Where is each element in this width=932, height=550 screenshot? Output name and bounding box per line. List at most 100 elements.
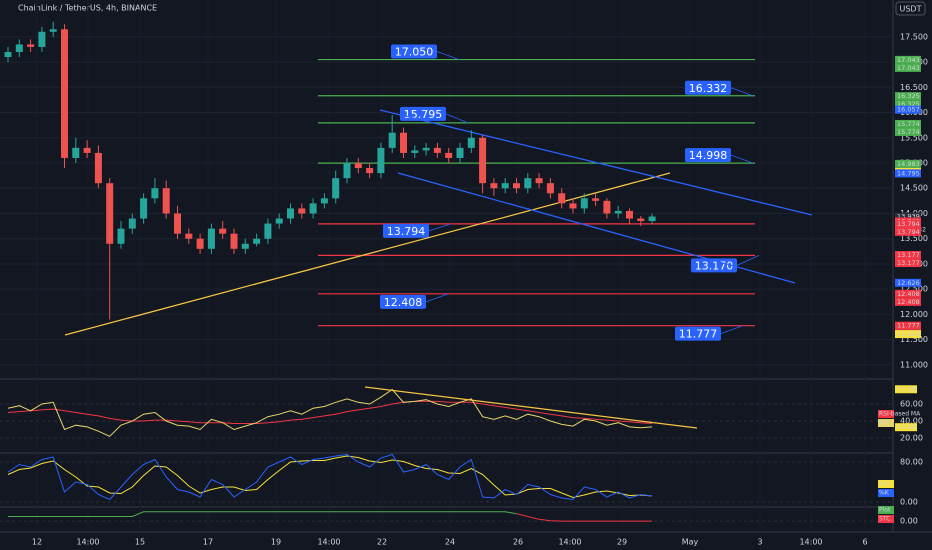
legend-box — [878, 410, 894, 418]
candle-body — [648, 216, 656, 222]
candle-body — [614, 210, 622, 214]
candle-body — [546, 183, 554, 194]
candle-body — [445, 152, 453, 158]
x-tick-label: 29 — [617, 538, 627, 547]
price-label: 15.774 — [897, 128, 920, 136]
level-label: 16.332 — [689, 82, 728, 95]
candle-body — [501, 183, 509, 189]
indicator-tick-label: 80.00 — [900, 458, 923, 467]
price-label-bg — [895, 159, 921, 168]
candle-body — [354, 163, 362, 169]
x-tick-label: 22 — [377, 538, 387, 547]
candle-body — [185, 233, 193, 239]
candle-body — [49, 29, 57, 32]
price-label: 13.177 — [897, 259, 920, 267]
candle-body — [151, 188, 159, 199]
candle-body — [15, 44, 23, 52]
price-label: 15.774 — [897, 120, 920, 128]
price-label-bg — [895, 119, 921, 128]
y-tick-label: 14.500 — [900, 184, 928, 193]
indicator-value: 32.68 — [897, 423, 916, 431]
price-label: 11.777 — [897, 322, 920, 330]
indicator-value-bg — [895, 423, 917, 432]
x-tick-label: 14:00 — [317, 538, 340, 547]
candle-body — [83, 147, 91, 153]
legend-label: STC — [879, 516, 890, 523]
price-label: 13.939 — [897, 213, 920, 221]
price-label: 13.794 — [897, 228, 920, 236]
candle-body — [637, 218, 645, 222]
y-tick-label: 13.500 — [900, 234, 928, 243]
candle-body — [343, 163, 351, 179]
level-box-bg — [685, 148, 731, 163]
level-box: 11.777 — [675, 325, 744, 341]
candle-body — [309, 203, 317, 214]
level-box: 13.794 — [383, 223, 452, 238]
x-tick-label: 14:00 — [76, 538, 99, 547]
price-label-bg — [895, 289, 921, 298]
level-box: 17.050 — [391, 44, 460, 60]
candle-body — [535, 178, 543, 184]
price-label-bg — [895, 55, 921, 64]
channel-line — [379, 109, 813, 216]
candle-body — [219, 228, 227, 234]
candle-body — [558, 193, 566, 204]
currency-label[interactable]: USDT — [900, 5, 922, 14]
indicator-line — [7, 453, 653, 501]
candle-body — [275, 218, 283, 224]
candle-body — [456, 147, 464, 158]
price-label-bg — [895, 227, 921, 236]
indicator-tick-label: 0.00 — [900, 517, 918, 526]
candle-body — [626, 210, 633, 219]
price-label: 16.325 — [897, 92, 920, 100]
candle-body — [411, 150, 419, 153]
candle-body — [196, 238, 204, 249]
legend-label: Plot — [879, 507, 891, 514]
trend-line — [64, 172, 671, 336]
indicator-tick-label: 40.00 — [900, 416, 923, 425]
legend-label: %K — [879, 490, 890, 497]
price-label-bg — [895, 321, 921, 330]
price-label: 16.325 — [897, 100, 920, 108]
candle-body — [332, 178, 340, 199]
candle-body — [162, 188, 170, 214]
level-box-bg — [380, 294, 426, 309]
candle-body — [287, 208, 294, 219]
level-connector — [436, 51, 460, 60]
candle-body — [580, 198, 588, 209]
channel-line — [397, 172, 796, 284]
candle-body — [388, 132, 396, 148]
candle-body — [298, 208, 306, 214]
price-label-bg — [895, 100, 921, 109]
level-box-bg — [691, 258, 737, 273]
candle-body — [524, 178, 532, 189]
price-label: 16.057 — [897, 106, 920, 114]
x-tick-label: 26 — [513, 538, 523, 547]
level-box: 16.332 — [685, 80, 754, 97]
legend-label: RSI — [879, 420, 889, 427]
currency-button[interactable] — [895, 1, 926, 16]
level-label: 15.795 — [404, 108, 443, 121]
level-box-bg — [675, 326, 721, 341]
x-tick-label: 12 — [32, 538, 42, 547]
candle-body — [592, 198, 600, 201]
level-connector — [428, 223, 452, 232]
indicator-line — [8, 511, 517, 517]
legend-box — [878, 480, 894, 488]
price-label-bg — [895, 105, 921, 114]
level-label: 13.170 — [695, 259, 734, 272]
candle-body — [377, 147, 385, 174]
y-tick-label: 17.500 — [900, 32, 928, 41]
candle-body — [72, 147, 80, 158]
candle-body — [490, 183, 498, 189]
candle-body — [400, 132, 407, 153]
level-connector — [736, 255, 760, 266]
candle-body — [513, 183, 520, 189]
candle-body — [479, 137, 487, 184]
price-label-bg — [895, 251, 921, 260]
legend-box — [878, 419, 894, 427]
y-tick-label: 11.000 — [900, 360, 928, 369]
y-tick-label: 16.500 — [900, 83, 928, 92]
indicator-tick-label: 60.00 — [900, 399, 923, 408]
